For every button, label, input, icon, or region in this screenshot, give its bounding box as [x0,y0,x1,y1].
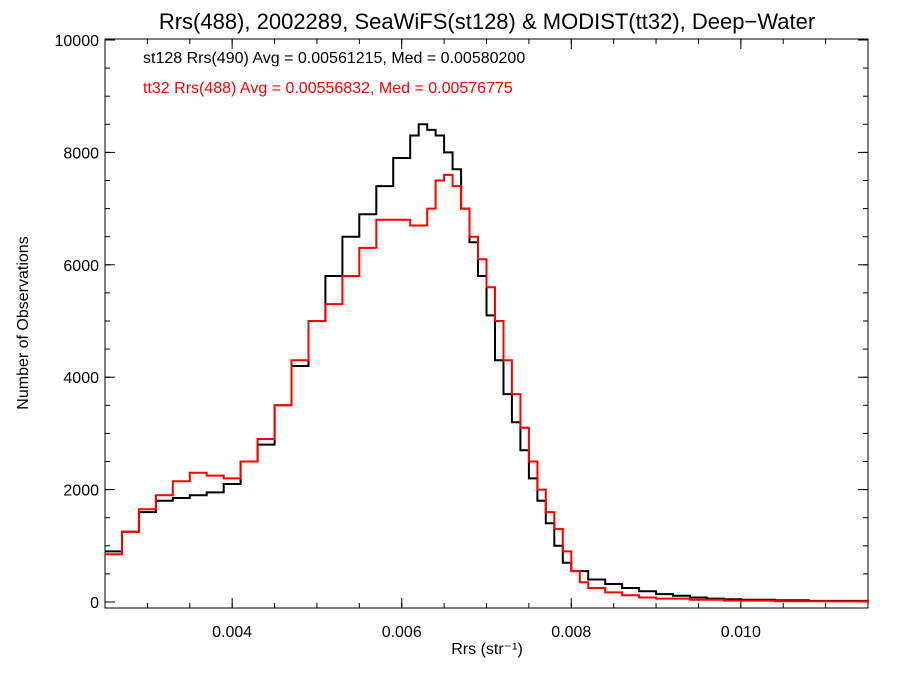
y-tick-label: 6000 [63,258,99,275]
x-axis: 0.004 0.006 0.008 0.010 [104,39,869,641]
chart-title: Rrs(488), 2002289, SeaWiFS(st128) & MODI… [159,9,815,34]
y-tick-label: 2000 [63,483,99,500]
x-tick-label: 0.010 [721,624,761,641]
series-layer [105,123,869,603]
y-axis-label: Number of Observations [15,236,32,409]
legend-entry-st128: st128 Rrs(490) Avg = 0.00561215, Med = 0… [143,50,525,67]
x-tick-label: 0.004 [212,624,252,641]
legend: st128 Rrs(490) Avg = 0.00561215, Med = 0… [143,50,525,97]
x-tick-label: 0.008 [551,624,591,641]
y-axis: 0 2000 4000 6000 8000 10000 [55,33,868,612]
y-tick-label: 10000 [55,33,100,50]
y-tick-label: 0 [90,595,99,612]
series-tt32-line [105,173,869,603]
plot-frame [104,38,869,609]
series-st128-line [105,123,869,602]
y-tick-label: 4000 [63,370,99,387]
legend-entry-tt32: tt32 Rrs(488) Avg = 0.00556832, Med = 0.… [143,80,513,97]
x-axis-label: Rrs (str⁻¹) [451,641,523,658]
y-tick-label: 8000 [63,145,99,162]
x-tick-label: 0.006 [382,624,422,641]
